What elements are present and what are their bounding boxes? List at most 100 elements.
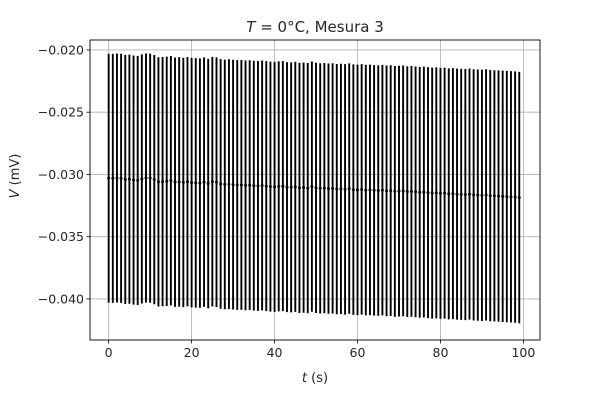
data-point — [181, 180, 185, 184]
data-point — [455, 192, 459, 196]
data-point — [244, 183, 248, 187]
data-point — [401, 189, 405, 193]
data-point — [397, 189, 401, 193]
data-point — [198, 181, 202, 185]
data-point — [385, 189, 389, 193]
data-point — [289, 185, 293, 189]
data-point — [331, 186, 335, 190]
data-point — [472, 193, 476, 197]
data-point — [252, 184, 256, 188]
data-point — [339, 187, 343, 191]
data-point — [409, 189, 413, 193]
data-point — [480, 193, 484, 197]
data-point — [426, 191, 430, 195]
data-point — [285, 185, 289, 189]
y-tick-label: −0.040 — [38, 291, 84, 306]
x-tick-label: 80 — [433, 345, 449, 360]
data-point — [210, 180, 214, 184]
data-point — [302, 186, 306, 190]
data-point — [360, 187, 364, 191]
data-point — [277, 184, 281, 188]
y-tick-label: −0.035 — [38, 229, 84, 244]
data-point — [148, 176, 152, 180]
y-axis-unit: (mV) — [8, 154, 23, 190]
data-point — [144, 176, 148, 180]
x-axis-unit: (s) — [307, 371, 328, 386]
y-axis-ticks: −0.040 −0.035 −0.030 −0.025 −0.020 — [38, 42, 90, 306]
data-point — [356, 188, 360, 192]
data-point — [161, 180, 165, 184]
x-tick-label: 100 — [511, 345, 535, 360]
data-point — [451, 192, 455, 196]
data-point — [202, 180, 206, 184]
data-point — [165, 179, 169, 183]
data-point — [509, 195, 513, 199]
data-point — [268, 185, 272, 189]
data-point — [501, 194, 505, 198]
y-axis-label: V (mV) — [8, 154, 23, 199]
data-point — [343, 187, 347, 191]
data-point — [136, 178, 140, 182]
data-point — [414, 190, 418, 194]
data-points — [107, 176, 521, 200]
data-point — [447, 192, 451, 196]
data-point — [107, 176, 111, 180]
data-point — [476, 193, 480, 197]
data-point — [214, 180, 218, 184]
data-point — [264, 184, 268, 188]
data-point — [418, 190, 422, 194]
data-point — [389, 189, 393, 193]
data-point — [368, 188, 372, 192]
data-point — [260, 183, 264, 187]
data-point — [127, 177, 131, 181]
data-point — [273, 185, 277, 189]
data-point — [505, 195, 509, 199]
data-point — [393, 189, 397, 193]
x-tick-label: 20 — [184, 345, 200, 360]
y-tick-label: −0.030 — [38, 167, 84, 182]
data-point — [430, 191, 434, 195]
data-point — [318, 186, 322, 190]
y-axis-variable: V — [8, 188, 23, 198]
y-tick-label: −0.025 — [38, 105, 84, 120]
data-point — [372, 188, 376, 192]
data-point — [438, 191, 442, 195]
data-point — [322, 186, 326, 190]
data-point — [115, 176, 119, 180]
data-point — [463, 193, 467, 197]
data-point — [156, 180, 160, 184]
data-point — [484, 193, 488, 197]
data-point — [173, 180, 177, 184]
data-point — [443, 191, 447, 195]
data-point — [219, 182, 223, 186]
data-point — [256, 184, 260, 188]
x-axis-variable: t — [302, 371, 308, 386]
data-point — [364, 188, 368, 192]
data-point — [123, 177, 127, 181]
data-point — [293, 185, 297, 189]
data-point — [467, 192, 471, 196]
x-axis-ticks: 0 20 40 60 80 100 — [105, 340, 535, 360]
title-text: = 0°C, Mesura 3 — [255, 18, 383, 36]
data-point — [314, 186, 318, 190]
data-point — [111, 176, 115, 180]
data-point — [185, 180, 189, 184]
title-variable: T — [246, 18, 257, 36]
data-point — [140, 177, 144, 181]
data-point — [227, 182, 231, 186]
data-point — [335, 187, 339, 191]
data-point — [326, 187, 330, 191]
data-point — [132, 178, 136, 182]
data-point — [306, 186, 310, 190]
x-tick-label: 40 — [267, 345, 283, 360]
x-axis-label: t (s) — [302, 371, 328, 386]
y-tick-label: −0.020 — [38, 42, 84, 57]
data-point — [194, 181, 198, 185]
data-point — [152, 178, 156, 182]
x-tick-label: 0 — [105, 345, 113, 360]
x-tick-label: 60 — [350, 345, 366, 360]
data-point — [310, 185, 314, 189]
chart-title: T = 0°C, Mesura 3 — [246, 18, 384, 36]
data-point — [380, 188, 384, 192]
